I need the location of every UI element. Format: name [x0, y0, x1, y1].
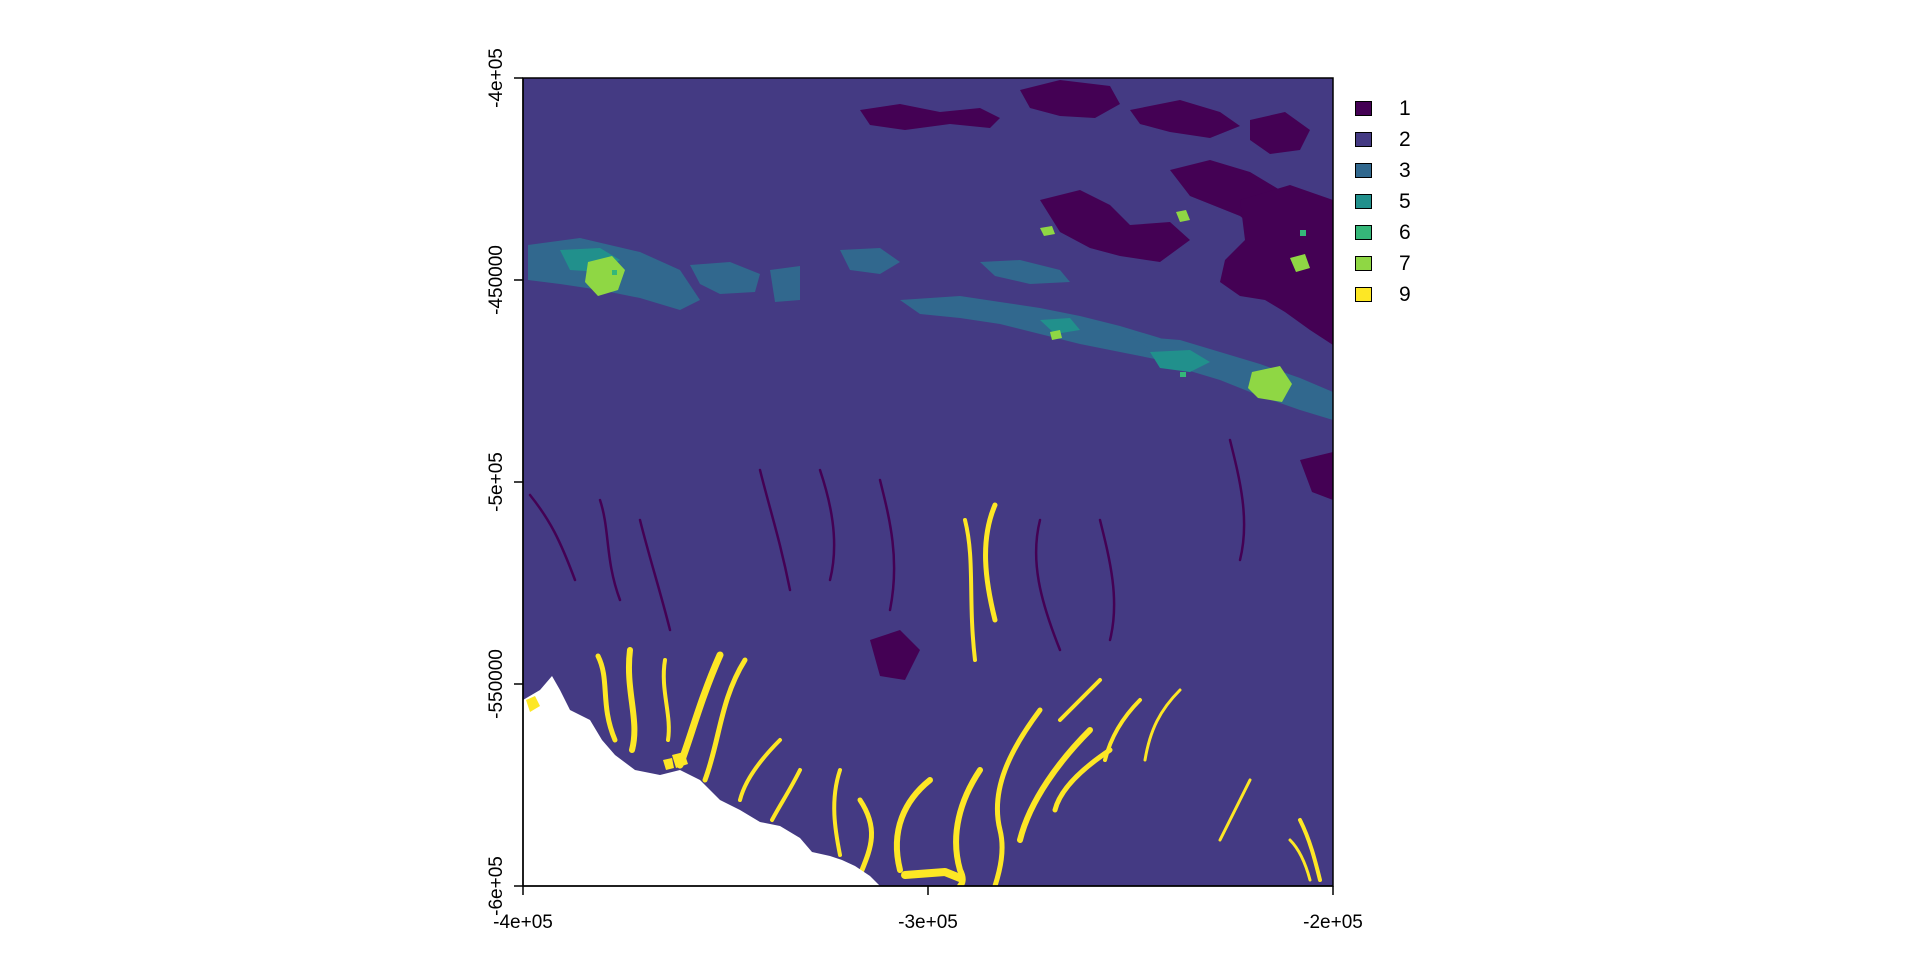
- class-5-band: [560, 248, 1210, 372]
- x-tick-label: -2e+05: [1303, 912, 1363, 933]
- legend-label: 3: [1399, 159, 1411, 182]
- class-9-rivers: [595, 502, 1322, 886]
- legend-swatch: [1355, 287, 1372, 302]
- class-2-background: [523, 78, 1333, 886]
- class-1-patches: [860, 80, 1333, 680]
- legend-label: 7: [1399, 252, 1411, 275]
- x-tick-label: -4e+05: [493, 912, 553, 933]
- coastal-sand: [526, 696, 688, 770]
- x-tick-label: -3e+05: [898, 912, 958, 933]
- legend-label: 6: [1399, 221, 1411, 244]
- class-1-streams: [528, 438, 1246, 652]
- y-tick-label: -450000: [486, 245, 507, 315]
- legend-label: 5: [1399, 190, 1411, 213]
- legend-swatch: [1355, 225, 1372, 240]
- legend-swatch: [1355, 163, 1372, 178]
- legend-swatch: [1355, 194, 1372, 209]
- legend-label: 1: [1399, 97, 1411, 120]
- legend-swatch: [1355, 256, 1372, 271]
- y-tick-label: -6e+05: [486, 856, 507, 916]
- x-axis: -4e+05 -3e+05 -2e+05: [493, 885, 1363, 933]
- y-axis: -4e+05 -450000 -5e+05 -550000 -6e+05: [486, 48, 524, 916]
- y-tick-label: -5e+05: [486, 452, 507, 512]
- legend-label: 9: [1399, 283, 1411, 306]
- legend-label: 2: [1399, 128, 1411, 151]
- class-7-patches: [585, 210, 1310, 402]
- y-tick-label: -550000: [486, 649, 507, 719]
- y-tick-label: -4e+05: [486, 48, 507, 108]
- class-6-dots: [612, 230, 1306, 377]
- raster-layer: [523, 78, 1333, 886]
- legend-swatch: [1355, 132, 1372, 147]
- legend-swatch: [1355, 101, 1372, 116]
- no-data-area: [523, 676, 880, 886]
